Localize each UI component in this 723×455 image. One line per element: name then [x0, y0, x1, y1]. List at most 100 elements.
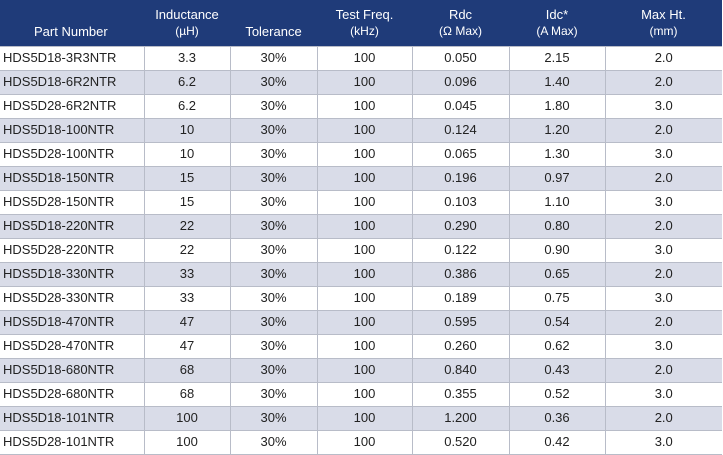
cell-tolerance: 30%: [229, 165, 318, 191]
cell-idc: 1.10: [508, 189, 606, 215]
table-row: HDS5D28-680NTR 68 30% 100 0.355 0.52 3.0: [0, 381, 722, 407]
cell-part-number: HDS5D18-330NTR: [0, 261, 145, 287]
cell-part-number: HDS5D18-150NTR: [0, 165, 145, 191]
cell-tolerance: 30%: [229, 117, 318, 143]
cell-idc: 0.97: [508, 165, 606, 191]
cell-test-freq: 100: [316, 309, 413, 335]
cell-max-height: 2.0: [604, 117, 722, 143]
cell-test-freq: 100: [316, 405, 413, 431]
cell-part-number: HDS5D28-220NTR: [0, 237, 145, 263]
cell-rdc: 0.355: [411, 381, 510, 407]
header-test-freq-unit: (kHz): [350, 23, 379, 38]
cell-inductance: 22: [143, 213, 231, 239]
cell-idc: 0.43: [508, 357, 606, 383]
cell-inductance: 3.3: [143, 45, 231, 71]
header-inductance-title: Inductance: [155, 6, 219, 22]
cell-inductance: 33: [143, 285, 231, 311]
cell-max-height: 2.0: [604, 213, 722, 239]
cell-idc: 0.90: [508, 237, 606, 263]
cell-idc: 0.80: [508, 213, 606, 239]
cell-max-height: 2.0: [604, 69, 722, 95]
cell-inductance: 68: [143, 381, 231, 407]
table-header: Part Number Inductance (µH) Tolerance Te…: [0, 0, 722, 46]
header-rdc-unit: (Ω Max): [439, 23, 482, 38]
cell-rdc: 0.050: [411, 45, 510, 71]
cell-part-number: HDS5D28-680NTR: [0, 381, 145, 407]
cell-inductance: 33: [143, 261, 231, 287]
cell-inductance: 10: [143, 141, 231, 167]
cell-max-height: 2.0: [604, 261, 722, 287]
cell-part-number: HDS5D28-6R2NTR: [0, 93, 145, 119]
cell-max-height: 3.0: [604, 333, 722, 359]
cell-test-freq: 100: [316, 237, 413, 263]
cell-inductance: 68: [143, 357, 231, 383]
cell-part-number: HDS5D18-100NTR: [0, 117, 145, 143]
cell-tolerance: 30%: [229, 309, 318, 335]
table-row: HDS5D18-680NTR 68 30% 100 0.840 0.43 2.0: [0, 357, 722, 383]
cell-part-number: HDS5D28-100NTR: [0, 141, 145, 167]
header-max-height-unit: (mm): [649, 23, 678, 38]
cell-idc: 1.40: [508, 69, 606, 95]
header-test-freq-title: Test Freq.: [335, 6, 394, 22]
cell-rdc: 0.595: [411, 309, 510, 335]
cell-rdc: 0.840: [411, 357, 510, 383]
header-max-height: Max Ht. (mm): [605, 0, 722, 46]
header-max-height-title: Max Ht.: [641, 6, 686, 22]
cell-test-freq: 100: [316, 333, 413, 359]
cell-idc: 0.54: [508, 309, 606, 335]
cell-part-number: HDS5D18-470NTR: [0, 309, 145, 335]
cell-tolerance: 30%: [229, 405, 318, 431]
header-row: Part Number Inductance (µH) Tolerance Te…: [0, 0, 722, 46]
cell-rdc: 0.096: [411, 69, 510, 95]
cell-test-freq: 100: [316, 165, 413, 191]
cell-part-number: HDS5D28-101NTR: [0, 429, 145, 455]
table-row: HDS5D18-220NTR 22 30% 100 0.290 0.80 2.0: [0, 213, 722, 239]
cell-rdc: 0.124: [411, 117, 510, 143]
cell-test-freq: 100: [316, 429, 413, 455]
cell-tolerance: 30%: [229, 261, 318, 287]
cell-inductance: 15: [143, 189, 231, 215]
table-row: HDS5D18-150NTR 15 30% 100 0.196 0.97 2.0: [0, 165, 722, 191]
cell-part-number: HDS5D18-6R2NTR: [0, 69, 145, 95]
cell-test-freq: 100: [316, 93, 413, 119]
table-row: HDS5D18-330NTR 33 30% 100 0.386 0.65 2.0: [0, 261, 722, 287]
cell-test-freq: 100: [316, 189, 413, 215]
header-tolerance-title: Tolerance: [245, 23, 302, 39]
cell-part-number: HDS5D28-330NTR: [0, 285, 145, 311]
cell-max-height: 2.0: [604, 45, 722, 71]
header-idc: Idc* (A Max): [509, 0, 605, 46]
table-row: HDS5D28-150NTR 15 30% 100 0.103 1.10 3.0: [0, 189, 722, 215]
cell-test-freq: 100: [316, 141, 413, 167]
header-tolerance: Tolerance: [230, 0, 317, 46]
cell-max-height: 2.0: [604, 165, 722, 191]
cell-idc: 0.42: [508, 429, 606, 455]
cell-rdc: 0.103: [411, 189, 510, 215]
table-row: HDS5D28-330NTR 33 30% 100 0.189 0.75 3.0: [0, 285, 722, 311]
cell-inductance: 22: [143, 237, 231, 263]
cell-max-height: 2.0: [604, 309, 722, 335]
cell-inductance: 47: [143, 309, 231, 335]
cell-inductance: 15: [143, 165, 231, 191]
cell-part-number: HDS5D18-101NTR: [0, 405, 145, 431]
cell-test-freq: 100: [316, 357, 413, 383]
cell-part-number: HDS5D28-470NTR: [0, 333, 145, 359]
header-idc-unit: (A Max): [536, 23, 578, 38]
header-part-number: Part Number: [0, 0, 144, 46]
cell-tolerance: 30%: [229, 429, 318, 455]
cell-idc: 1.80: [508, 93, 606, 119]
cell-max-height: 3.0: [604, 189, 722, 215]
cell-rdc: 0.520: [411, 429, 510, 455]
cell-max-height: 2.0: [604, 357, 722, 383]
cell-max-height: 3.0: [604, 237, 722, 263]
cell-inductance: 6.2: [143, 93, 231, 119]
cell-tolerance: 30%: [229, 333, 318, 359]
table-row: HDS5D18-470NTR 47 30% 100 0.595 0.54 2.0: [0, 309, 722, 335]
table-row: HDS5D28-101NTR 100 30% 100 0.520 0.42 3.0: [0, 429, 722, 455]
cell-idc: 0.62: [508, 333, 606, 359]
cell-max-height: 2.0: [604, 405, 722, 431]
cell-tolerance: 30%: [229, 285, 318, 311]
cell-test-freq: 100: [316, 69, 413, 95]
cell-tolerance: 30%: [229, 357, 318, 383]
cell-max-height: 3.0: [604, 141, 722, 167]
